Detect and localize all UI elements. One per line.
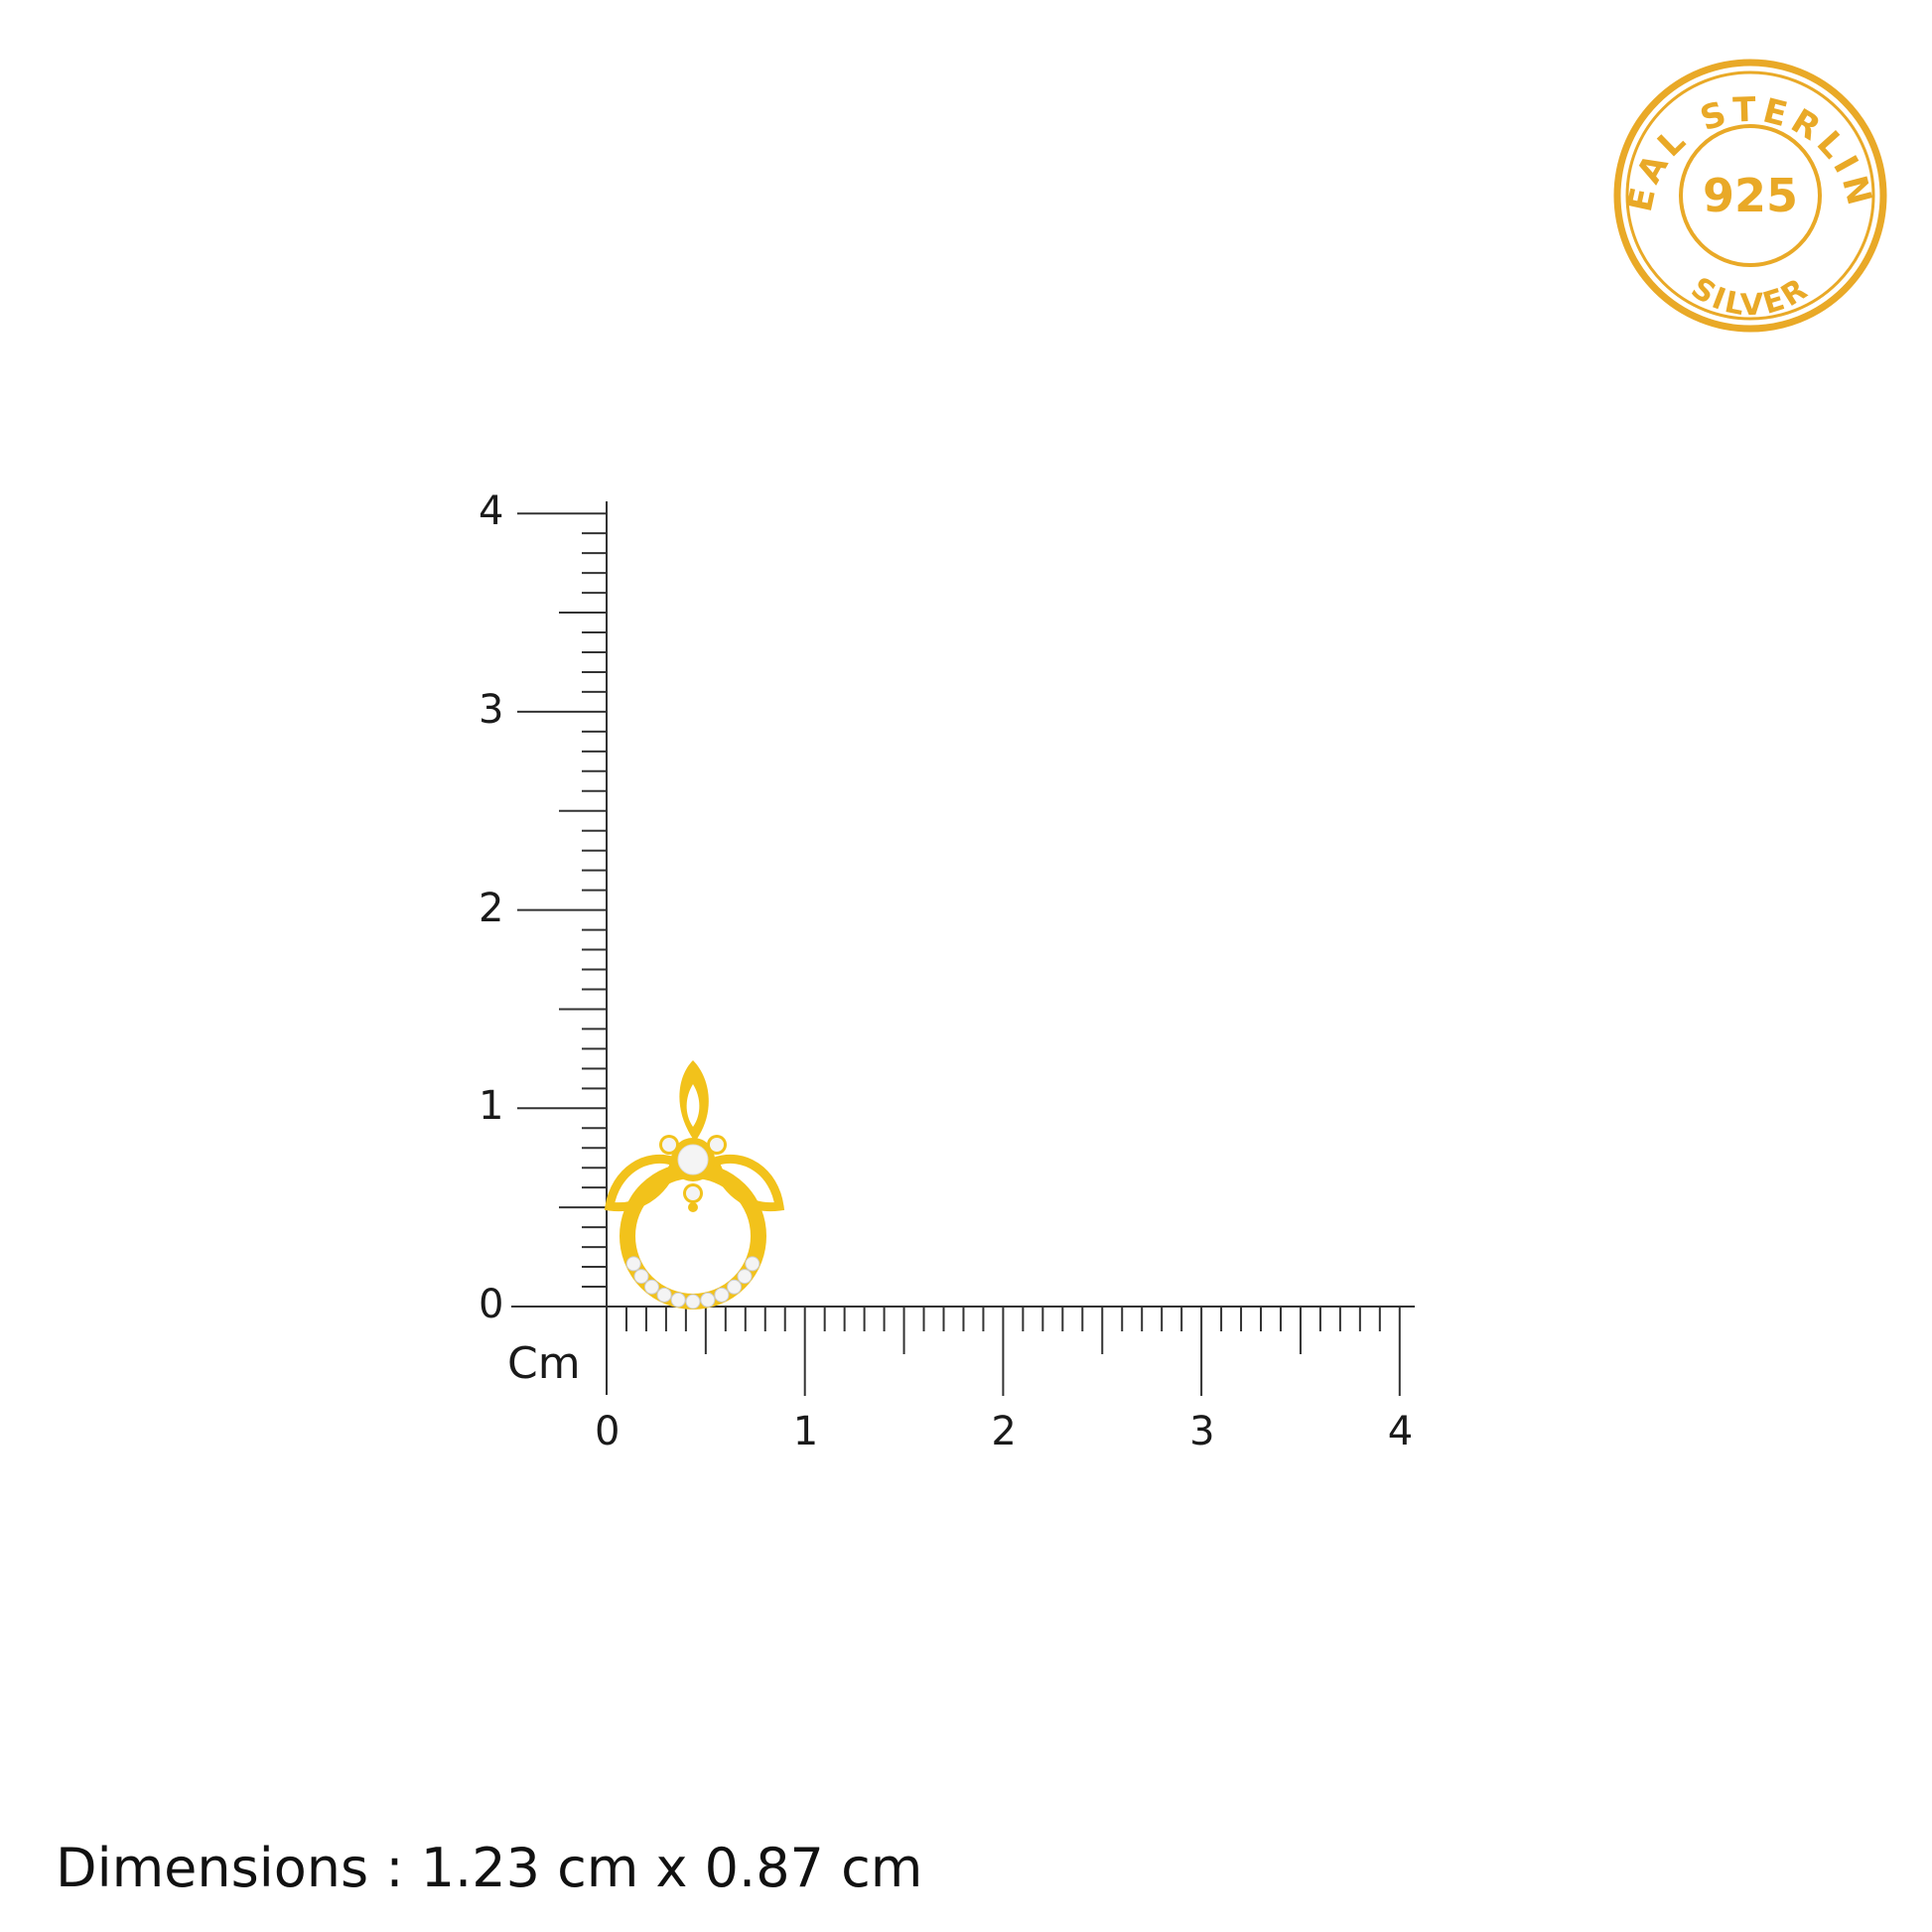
ring-stone bbox=[643, 1279, 659, 1295]
badge-bottom-text: SILVER bbox=[1685, 271, 1816, 324]
ring-stone bbox=[737, 1269, 753, 1285]
ring-stone bbox=[714, 1287, 730, 1303]
ring-stone bbox=[700, 1292, 716, 1308]
ring-stone bbox=[685, 1294, 701, 1310]
y-tick-label: 3 bbox=[479, 686, 504, 733]
ring-stone bbox=[633, 1269, 649, 1285]
side-stone bbox=[662, 1138, 676, 1152]
y-tick-label: 2 bbox=[479, 885, 504, 931]
earring-image bbox=[604, 1060, 785, 1310]
x-tick-label: 1 bbox=[792, 1409, 819, 1454]
ring-stone bbox=[727, 1279, 743, 1295]
x-tick-label: 2 bbox=[991, 1409, 1017, 1454]
y-tick-label: 0 bbox=[479, 1282, 504, 1327]
badge-center-ring bbox=[1679, 124, 1822, 267]
badge-top-text: REAL STERLING bbox=[0, 0, 1880, 215]
ring-stone bbox=[656, 1287, 672, 1303]
sterling-silver-badge: REAL STERLING SILVER 925 bbox=[0, 0, 1887, 333]
ruler-ticks bbox=[511, 501, 1415, 1396]
side-stone bbox=[686, 1186, 700, 1200]
unit-label: Cm bbox=[507, 1338, 581, 1389]
y-tick-label: 4 bbox=[479, 488, 504, 535]
x-tick-label: 3 bbox=[1189, 1409, 1215, 1454]
marquise-opening bbox=[686, 1084, 700, 1127]
ring-stone bbox=[670, 1292, 686, 1308]
ring-stone bbox=[625, 1256, 641, 1272]
badge-outer-ring bbox=[1613, 59, 1887, 333]
dimensions-text: Dimensions : 1.23 cm x 0.87 cm bbox=[56, 1837, 923, 1899]
badge-inner-ring bbox=[1625, 70, 1875, 321]
center-stone bbox=[677, 1144, 709, 1175]
y-tick-label: 1 bbox=[479, 1083, 504, 1130]
x-tick-label: 0 bbox=[595, 1409, 621, 1454]
x-tick-label: 4 bbox=[1387, 1409, 1414, 1454]
ring-stone bbox=[745, 1256, 760, 1272]
side-stone bbox=[710, 1138, 724, 1152]
badge-center-text: 925 bbox=[1703, 169, 1798, 222]
